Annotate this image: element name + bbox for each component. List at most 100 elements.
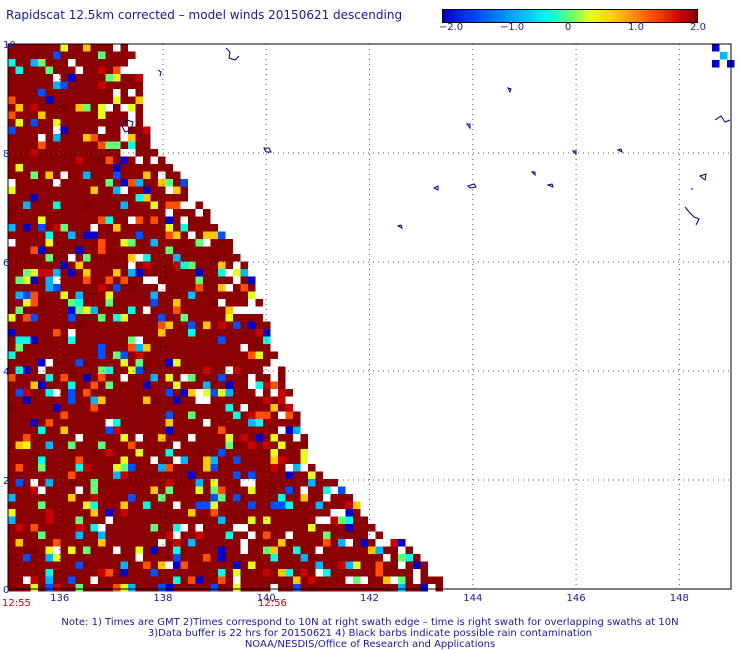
wind-cell: [53, 464, 61, 472]
wind-cell: [150, 269, 158, 277]
wind-cell: [113, 59, 121, 67]
wind-cell: [143, 411, 151, 419]
wind-cell: [120, 554, 128, 562]
wind-cell: [225, 501, 233, 509]
wind-cell: [158, 261, 166, 269]
wind-cell: [120, 524, 128, 532]
wind-cell: [180, 351, 188, 359]
wind-cell: [210, 389, 218, 397]
wind-cell: [113, 554, 121, 562]
wind-cell: [128, 291, 136, 299]
wind-cell: [248, 471, 256, 479]
wind-cell: [203, 501, 211, 509]
wind-cell: [105, 486, 113, 494]
wind-cell: [113, 351, 121, 359]
wind-cell: [98, 119, 106, 127]
wind-cell: [383, 539, 391, 547]
wind-cell: [135, 306, 143, 314]
wind-cell: [53, 44, 61, 52]
wind-cell: [240, 531, 248, 539]
wind-cell: [120, 254, 128, 262]
wind-cell: [135, 269, 143, 277]
wind-cell: [120, 164, 128, 172]
wind-cell: [38, 126, 46, 134]
wind-cell: [248, 404, 256, 412]
wind-cell: [300, 501, 308, 509]
wind-cell: [113, 479, 121, 487]
wind-cell: [8, 554, 16, 562]
wind-cell: [398, 584, 406, 592]
wind-cell: [143, 419, 151, 427]
wind-cell: [128, 186, 136, 194]
wind-cell: [255, 486, 263, 494]
wind-cell: [98, 561, 106, 569]
wind-cell: [300, 569, 308, 577]
wind-cell: [23, 171, 31, 179]
wind-cell: [38, 306, 46, 314]
wind-cell: [128, 576, 136, 584]
wind-cell: [143, 441, 151, 449]
wind-cell: [53, 96, 61, 104]
wind-cell: [53, 351, 61, 359]
wind-cell: [30, 479, 38, 487]
wind-cell: [23, 261, 31, 269]
wind-cell: [210, 306, 218, 314]
wind-cell: [23, 501, 31, 509]
wind-cell: [45, 261, 53, 269]
wind-cell: [218, 306, 226, 314]
wind-cell: [120, 584, 128, 592]
wind-cell: [233, 291, 241, 299]
wind-cell: [90, 89, 98, 97]
lat-tick-label: 8: [3, 149, 9, 160]
wind-cell: [23, 531, 31, 539]
wind-cell: [45, 396, 53, 404]
wind-cell: [188, 509, 196, 517]
wind-cell: [30, 239, 38, 247]
wind-cell: [270, 411, 278, 419]
wind-cell: [240, 314, 248, 322]
wind-cell: [383, 584, 391, 592]
wind-cell: [45, 74, 53, 82]
wind-cell: [105, 89, 113, 97]
wind-cell: [98, 449, 106, 457]
wind-cell: [270, 524, 278, 532]
wind-cell: [120, 231, 128, 239]
wind-cell: [75, 546, 83, 554]
wind-cell: [113, 509, 121, 517]
wind-cell: [195, 209, 203, 217]
wind-cell: [113, 96, 121, 104]
wind-cell: [405, 576, 413, 584]
wind-cell: [165, 231, 173, 239]
wind-cell: [120, 374, 128, 382]
wind-cell: [60, 81, 68, 89]
wind-cell: [98, 284, 106, 292]
wind-cell: [68, 291, 76, 299]
wind-cell: [68, 134, 76, 142]
wind-cell: [180, 239, 188, 247]
wind-cell: [105, 366, 113, 374]
wind-cell: [390, 576, 398, 584]
wind-cell: [38, 209, 46, 217]
wind-cell: [45, 336, 53, 344]
wind-cell: [90, 186, 98, 194]
wind-cell: [255, 494, 263, 502]
wind-cell: [345, 546, 353, 554]
wind-cell: [285, 546, 293, 554]
wind-cell: [60, 584, 68, 592]
wind-cell: [60, 306, 68, 314]
wind-cell: [60, 276, 68, 284]
wind-cell: [218, 269, 226, 277]
wind-cell: [375, 569, 383, 577]
wind-cell: [293, 434, 301, 442]
wind-cell: [83, 576, 91, 584]
wind-cell: [53, 104, 61, 112]
wind-cell: [225, 509, 233, 517]
wind-cell: [188, 381, 196, 389]
wind-cell: [30, 389, 38, 397]
wind-cell: [68, 141, 76, 149]
wind-cell: [278, 524, 286, 532]
wind-cell: [158, 494, 166, 502]
wind-cell: [135, 584, 143, 592]
wind-cell: [15, 186, 23, 194]
wind-cell: [165, 359, 173, 367]
